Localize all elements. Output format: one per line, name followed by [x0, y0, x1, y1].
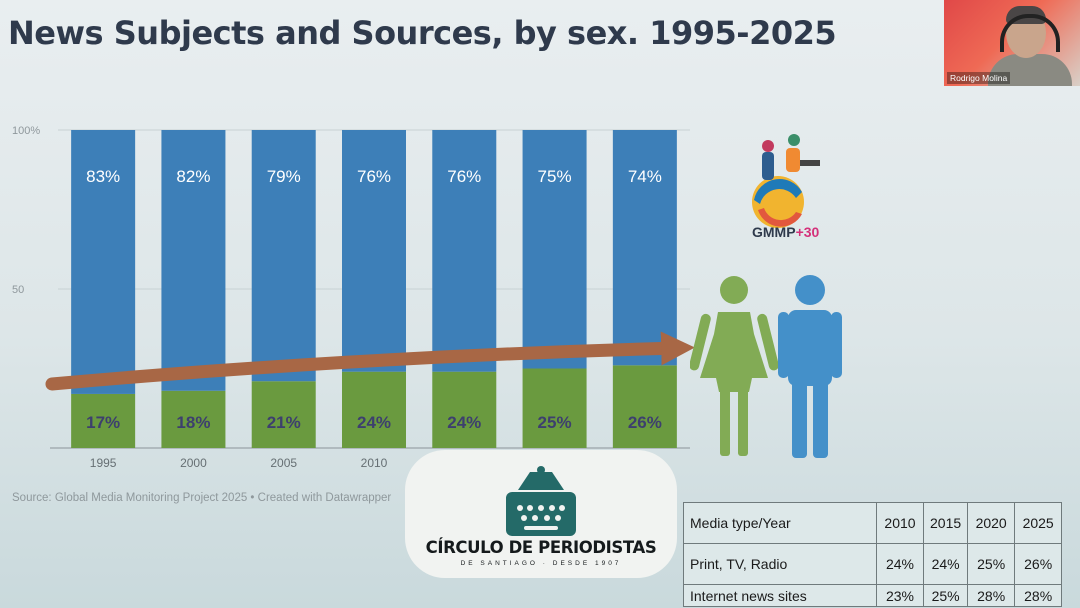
- bar-segment-lower: [612, 365, 677, 448]
- bar-label-lower: 25%: [538, 413, 572, 432]
- table-header-row: Media type/Year 2010 2015 2020 2025: [683, 502, 1063, 544]
- headphones-icon: [1000, 14, 1060, 52]
- y-tick-label: 100%: [12, 125, 40, 137]
- bar-segment-lower: [522, 368, 587, 448]
- table-cell: 23%: [876, 584, 924, 607]
- bar-label-lower: 17%: [86, 413, 120, 432]
- gmmp-logo: [752, 134, 820, 228]
- stacked-bar-chart: 83% 17% 82% 18% 79% 21% 76% 24% 76% 24% 75% 25% 74% 2…: [12, 125, 695, 470]
- table-header-cell: 2020: [967, 502, 1016, 544]
- bar-label-upper: 76%: [357, 167, 391, 186]
- bar-label-upper: 83%: [86, 167, 120, 186]
- x-tick-label: 2005: [270, 456, 297, 470]
- x-tick-label: 2000: [180, 456, 207, 470]
- bar-label-lower: 26%: [628, 413, 662, 432]
- table-cell: 25%: [922, 584, 969, 607]
- bar-segment-lower: [71, 393, 136, 448]
- bar-segment-lower: [251, 381, 316, 448]
- bar-segment-upper: [432, 130, 497, 372]
- media-type-table: Media type/Year 2010 2015 2020 2025 Prin…: [683, 502, 1063, 607]
- bar-segment-upper: [71, 130, 136, 394]
- table-cell: Internet news sites: [683, 584, 877, 607]
- bar-segment-lower: [342, 371, 406, 448]
- table-cell: 26%: [1014, 543, 1063, 585]
- bar-segment-upper: [161, 130, 226, 391]
- typewriter-icon: [506, 466, 576, 536]
- table-cell: 28%: [967, 584, 1016, 607]
- gmmp-label: GMMP+30: [752, 224, 819, 240]
- bar-segment-upper: [612, 130, 677, 366]
- bar-segment-upper: [251, 130, 316, 382]
- gmmp-label-text: GMMP: [752, 224, 796, 240]
- watermark-subtitle: DE SANTIAGO · DESDE 1907: [460, 560, 622, 567]
- bar-segment-upper: [342, 130, 406, 372]
- table-header-cell: 2015: [922, 502, 969, 544]
- bar-label-lower: 24%: [447, 413, 481, 432]
- table-cell: 24%: [876, 543, 924, 585]
- y-tick-label: 50: [12, 284, 24, 296]
- table-row: Print, TV, Radio 24% 24% 25% 26%: [683, 543, 1063, 585]
- bar-label-upper: 74%: [628, 167, 662, 186]
- bar-label-upper: 79%: [267, 167, 301, 186]
- chart-source: Source: Global Media Monitoring Project …: [12, 492, 392, 504]
- bar-label-lower: 21%: [267, 413, 301, 432]
- bar-label-lower: 24%: [357, 413, 391, 432]
- table-cell: 24%: [922, 543, 969, 585]
- bar-segment-lower: [432, 371, 497, 448]
- slide-title: News Subjects and Sources, by sex. 1995-…: [8, 14, 837, 52]
- speaker-body: [988, 54, 1072, 86]
- watermark-name: CÍRCULO DE PERIODISTAS: [425, 538, 657, 557]
- table-cell: 28%: [1014, 584, 1063, 607]
- x-tick-label: 2010: [361, 456, 388, 470]
- participant-name: Rodrigo Molina: [947, 72, 1011, 84]
- man-icon: [778, 275, 842, 458]
- gmmp-label-suffix: +30: [795, 224, 820, 240]
- table-header-cell: 2010: [876, 502, 924, 544]
- bar-segment-lower: [161, 390, 226, 448]
- bar-label-lower: 18%: [176, 413, 210, 432]
- table-header-cell: 2025: [1014, 502, 1063, 544]
- trend-arrow: [45, 331, 695, 391]
- bar-label-upper: 82%: [176, 167, 210, 186]
- webcam-video: Rodrigo Molina: [944, 0, 1080, 86]
- gender-figures: [690, 275, 842, 458]
- bar-segment-upper: [522, 130, 587, 369]
- woman-icon: [690, 276, 779, 456]
- table-header-cell: Media type/Year: [683, 502, 877, 544]
- table-cell: 25%: [967, 543, 1016, 585]
- watermark-badge: CÍRCULO DE PERIODISTAS DE SANTIAGO · DES…: [405, 450, 677, 578]
- table-row: Internet news sites 23% 25% 28% 28%: [683, 584, 1063, 607]
- bar-label-upper: 76%: [447, 167, 481, 186]
- bar-label-upper: 75%: [538, 167, 572, 186]
- table-cell: Print, TV, Radio: [683, 543, 877, 585]
- x-tick-label: 1995: [90, 456, 117, 470]
